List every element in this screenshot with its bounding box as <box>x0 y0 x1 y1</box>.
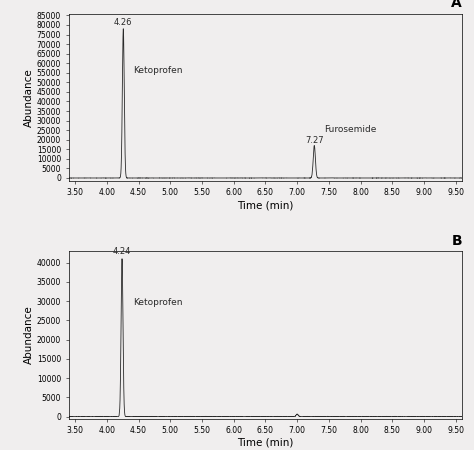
Text: Furosemide: Furosemide <box>324 125 376 134</box>
Text: 4.24: 4.24 <box>113 247 131 256</box>
Text: Ketoprofen: Ketoprofen <box>134 66 183 75</box>
Y-axis label: Abundance: Abundance <box>24 306 34 364</box>
Text: Ketoprofen: Ketoprofen <box>134 298 183 307</box>
Text: A: A <box>451 0 462 10</box>
Text: B: B <box>452 234 462 248</box>
Text: 4.26: 4.26 <box>114 18 133 27</box>
Text: 7.27: 7.27 <box>305 135 324 144</box>
Y-axis label: Abundance: Abundance <box>24 68 34 126</box>
X-axis label: Time (min): Time (min) <box>237 200 293 210</box>
X-axis label: Time (min): Time (min) <box>237 438 293 448</box>
